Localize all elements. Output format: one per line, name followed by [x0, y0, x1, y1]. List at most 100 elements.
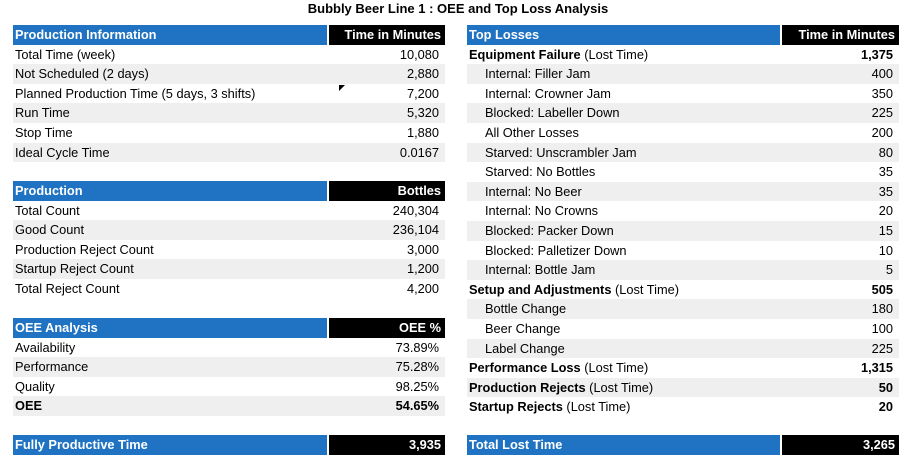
table-row: Total Count 240,304 [13, 201, 445, 221]
row-value: 80 [878, 144, 893, 160]
table-row: Startup Reject Count 1,200 [13, 259, 445, 279]
row-value: 1,200 [406, 261, 439, 277]
row-label: Blocked: Packer Down [485, 222, 614, 238]
total-lost-bar: Total Lost Time 3,265 [467, 435, 899, 455]
table-row: Good Count 236,104 [13, 220, 445, 240]
production-info-title: Production Information [15, 27, 157, 42]
table-row: Performance 75.28% [13, 357, 445, 377]
row-value: 15 [878, 222, 893, 238]
oee-title: OEE Analysis [15, 320, 98, 335]
table-row: Production Reject Count 3,000 [13, 240, 445, 260]
row-label: Internal: Bottle Jam [485, 262, 596, 278]
oee-table: OEE Analysis OEE % Availability 73.89% Pe… [13, 318, 445, 416]
row-label: Label Change [485, 340, 565, 356]
row-value: 350 [871, 85, 893, 101]
production-title: Production [15, 183, 83, 198]
row-value: 35 [878, 164, 893, 180]
row-label: Setup and Adjustments (Lost Time) [469, 281, 679, 297]
top-losses-header: Top Losses Time in Minutes [467, 25, 899, 45]
row-label: Blocked: Labeller Down [485, 105, 620, 121]
row-value: 20 [878, 203, 893, 219]
production-info-header: Production Information Time in Minutes [13, 25, 445, 45]
top-losses-table: Top Losses Time in Minutes Equipment Fai… [467, 25, 899, 417]
row-value: 98.25% [395, 378, 439, 394]
table-row: Not Scheduled (2 days) 2,880 [13, 64, 445, 84]
table-row: Internal: Crowner Jam 350 [467, 84, 899, 104]
row-label: Bottle Change [485, 301, 567, 317]
row-value: 10,080 [399, 46, 439, 62]
row-value: 1,375 [860, 46, 893, 62]
row-label: Performance Loss (Lost Time) [469, 360, 649, 376]
table-row: Internal: No Beer 35 [467, 181, 899, 202]
row-value: 50 [878, 379, 893, 395]
row-value: 505 [871, 281, 893, 297]
oee-col: OEE % [399, 320, 441, 335]
table-row: Planned Production Time (5 days, 3 shift… [13, 84, 445, 104]
row-label: Total Count [15, 202, 80, 218]
fully-productive-bar: Fully Productive Time 3,935 [13, 435, 445, 455]
table-row: Stop Time 1,880 [13, 123, 445, 143]
table-row: Run Time 5,320 [13, 103, 445, 123]
row-value: 10 [878, 242, 893, 258]
table-row: Setup and Adjustments (Lost Time) 505 [467, 280, 899, 300]
table-row: Starved: No Bottles 35 [467, 162, 899, 182]
row-value: 2,880 [406, 66, 439, 82]
row-value: 75.28% [395, 359, 439, 375]
row-label: Ideal Cycle Time [15, 144, 110, 160]
row-value: 7,200 [406, 85, 439, 101]
table-row: Internal: Filler Jam 400 [467, 64, 899, 84]
row-label: Startup Reject Count [15, 261, 134, 277]
row-label: Internal: Filler Jam [485, 66, 591, 82]
top-losses-col: Time in Minutes [798, 27, 895, 42]
table-row: Startup Rejects (Lost Time) 20 [467, 397, 899, 417]
table-row: Production Rejects (Lost Time) 50 [467, 377, 899, 398]
table-row: Quality 98.25% [13, 377, 445, 397]
row-label: Total Time (week) [15, 46, 116, 62]
table-row: Availability 73.89% [13, 338, 445, 358]
row-label: Planned Production Time (5 days, 3 shift… [15, 85, 256, 101]
table-row: Internal: Bottle Jam 5 [467, 260, 899, 280]
table-row: Internal: No Crowns 20 [467, 201, 899, 221]
production-col: Bottles [397, 183, 441, 198]
oee-header: OEE Analysis OEE % [13, 318, 445, 338]
row-label: Not Scheduled (2 days) [15, 66, 149, 82]
row-label: Internal: Crowner Jam [485, 85, 611, 101]
table-row: All Other Losses 200 [467, 123, 899, 143]
row-label: Blocked: Palletizer Down [485, 242, 627, 258]
row-label: Performance [15, 359, 89, 375]
table-row: Total Reject Count 4,200 [13, 279, 445, 299]
table-row: Total Time (week) 10,080 [13, 45, 445, 65]
total-lost-value: 3,265 [862, 437, 895, 452]
comment-indicator-icon[interactable] [339, 84, 345, 91]
row-label: OEE [15, 398, 43, 414]
production-info-col: Time in Minutes [344, 27, 441, 42]
row-label: Startup Rejects (Lost Time) [469, 399, 631, 415]
row-value: 225 [871, 105, 893, 121]
row-label: Equipment Failure (Lost Time) [469, 46, 649, 62]
table-row: Blocked: Labeller Down 225 [467, 103, 899, 123]
report-title: Bubbly Beer Line 1 : OEE and Top Loss An… [307, 1, 609, 16]
table-row: Label Change 225 [467, 338, 899, 359]
row-value: 400 [871, 66, 893, 82]
top-losses-title: Top Losses [469, 27, 540, 42]
row-label: Starved: Unscrambler Jam [485, 144, 637, 160]
production-header: Production Bottles [13, 181, 445, 201]
row-value: 240,304 [392, 202, 439, 218]
row-value: 35 [878, 183, 893, 199]
row-label: Stop Time [15, 124, 73, 140]
row-label: Internal: No Crowns [485, 203, 599, 219]
row-value: 73.89% [395, 339, 439, 355]
row-value: 3,000 [406, 241, 439, 257]
row-value: 236,104 [392, 222, 439, 238]
row-value: 1,315 [860, 360, 893, 376]
row-value: 4,200 [406, 280, 439, 296]
row-label: Production Rejects (Lost Time) [469, 379, 654, 395]
production-table: Production Bottles Total Count 240,304 Go… [13, 181, 445, 299]
fully-productive-label: Fully Productive Time [15, 437, 148, 452]
row-label: Internal: No Beer [485, 183, 582, 199]
table-row: Ideal Cycle Time 0.0167 [13, 142, 445, 163]
row-value: 100 [871, 320, 893, 336]
row-label: Starved: No Bottles [485, 164, 596, 180]
row-value: 180 [871, 301, 893, 317]
total-lost-label: Total Lost Time [469, 437, 563, 452]
